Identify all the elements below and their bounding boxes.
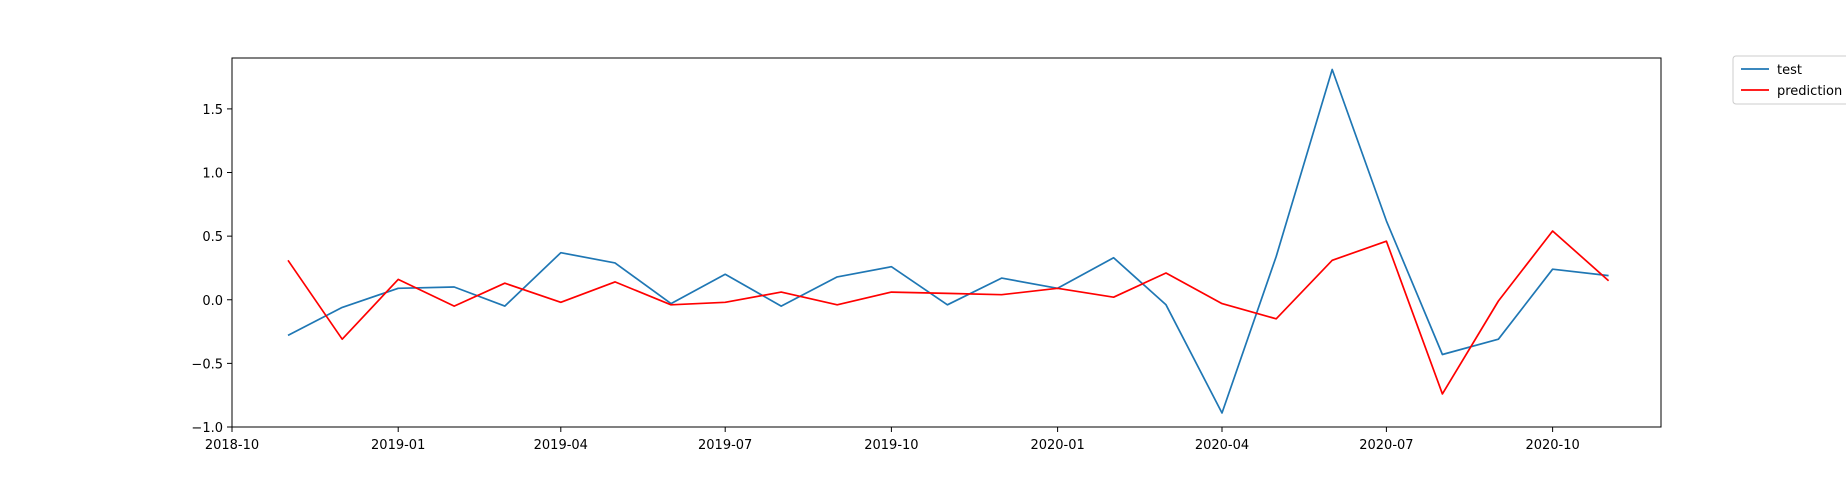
x-tick-label: 2019-07: [698, 438, 752, 453]
series-line-prediction: [287, 230, 1610, 395]
legend-box: [1732, 55, 1846, 105]
y-tick-label: 1.0: [202, 167, 223, 182]
series-lines: [287, 68, 1610, 414]
plot-area: [231, 57, 1662, 428]
y-tick-label: −1.0: [191, 421, 223, 436]
x-tick-label: 2020-04: [1195, 438, 1249, 453]
y-tick-label: 1.5: [202, 103, 223, 118]
x-tick-label: 2019-04: [534, 438, 588, 453]
y-axis: −1.0 −0.5 0.0 0.5 1.0 1.5: [191, 103, 232, 436]
x-tick-label: 2019-10: [864, 438, 918, 453]
x-tick-label: 2019-01: [371, 438, 425, 453]
legend-label-prediction: prediction: [1777, 84, 1842, 99]
y-tick-label: −0.5: [191, 357, 223, 372]
legend: test prediction: [1732, 55, 1846, 105]
legend-label-test: test: [1777, 63, 1802, 78]
x-tick-label: 2020-07: [1359, 438, 1413, 453]
x-axis: 2018-10 2019-01 2019-04 2019-07 2019-10 2020-…: [205, 427, 1580, 453]
y-tick-label: 0.5: [202, 230, 223, 245]
x-tick-label: 2018-10: [205, 438, 259, 453]
y-tick-label: 0.0: [202, 294, 223, 309]
series-line-test: [287, 68, 1609, 414]
x-tick-label: 2020-01: [1030, 438, 1084, 453]
x-tick-label: 2020-10: [1525, 438, 1579, 453]
